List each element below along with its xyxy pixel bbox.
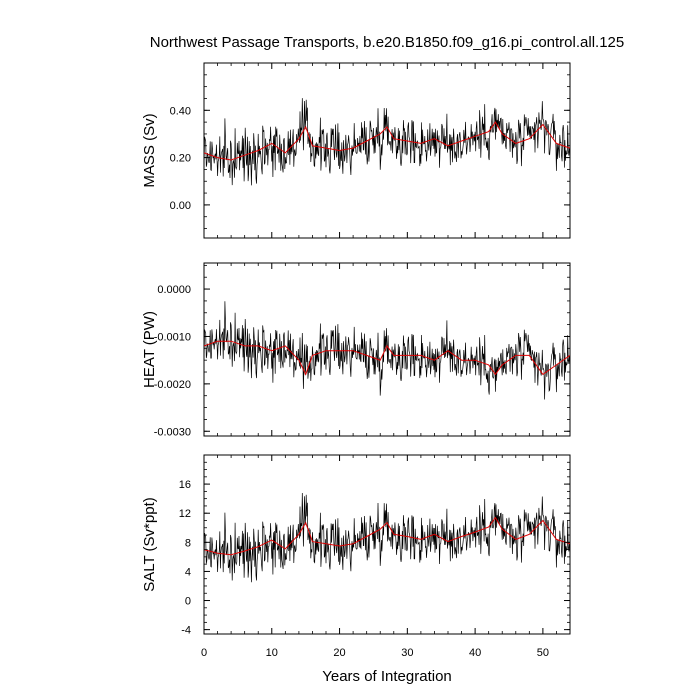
- y-tick-label-salt: 0: [185, 596, 191, 608]
- y-tick-label-heat: -0.0010: [154, 331, 191, 343]
- raw-series-heat: [204, 301, 570, 400]
- x-tick-label-salt: 40: [469, 647, 481, 659]
- y-tick-label-mass: 0.40: [170, 105, 191, 117]
- panel-frame-salt: [203, 454, 571, 635]
- panel-mass: 0.00 0.20 0.40 MASS (Sv): [141, 62, 571, 239]
- y-tick-label-mass: 0.20: [170, 153, 191, 165]
- y-tick-label-salt: 16: [179, 479, 191, 491]
- x-tick-label-salt: 50: [537, 647, 549, 659]
- y-tick-label-salt: 4: [185, 566, 191, 578]
- y-axis-label-salt: SALT (Sv*ppt): [141, 497, 158, 591]
- x-tick-label-salt: 10: [266, 647, 278, 659]
- y-tick-label-heat: 0.0000: [157, 284, 191, 296]
- chart-title: Northwest Passage Transports, b.e20.B185…: [150, 34, 624, 51]
- y-axis-label-mass: MASS (Sv): [141, 113, 158, 187]
- y-tick-label-salt: -4: [181, 625, 191, 637]
- panel-salt: -4 0 4 8 12 16 0 10 20 30 40 50 SALT (Sv*ppt) Years o…: [141, 454, 571, 685]
- x-tick-label-salt: 0: [201, 647, 207, 659]
- x-tick-label-salt: 20: [333, 647, 345, 659]
- y-tick-label-heat: -0.0030: [154, 426, 191, 438]
- raw-series-salt: [204, 492, 570, 583]
- x-tick-label-salt: 30: [401, 647, 413, 659]
- y-tick-label-mass: 0.00: [170, 200, 191, 212]
- x-axis-label: Years of Integration: [322, 668, 452, 685]
- raw-series-mass: [204, 98, 570, 186]
- y-tick-label-heat: -0.0020: [154, 379, 191, 391]
- y-axis-label-heat: HEAT (PW): [141, 311, 158, 388]
- y-tick-label-salt: 8: [185, 537, 191, 549]
- panel-heat: -0.0030 -0.0020 -0.0010 0.0000 HEAT (PW): [141, 262, 571, 438]
- y-tick-label-salt: 12: [179, 508, 191, 520]
